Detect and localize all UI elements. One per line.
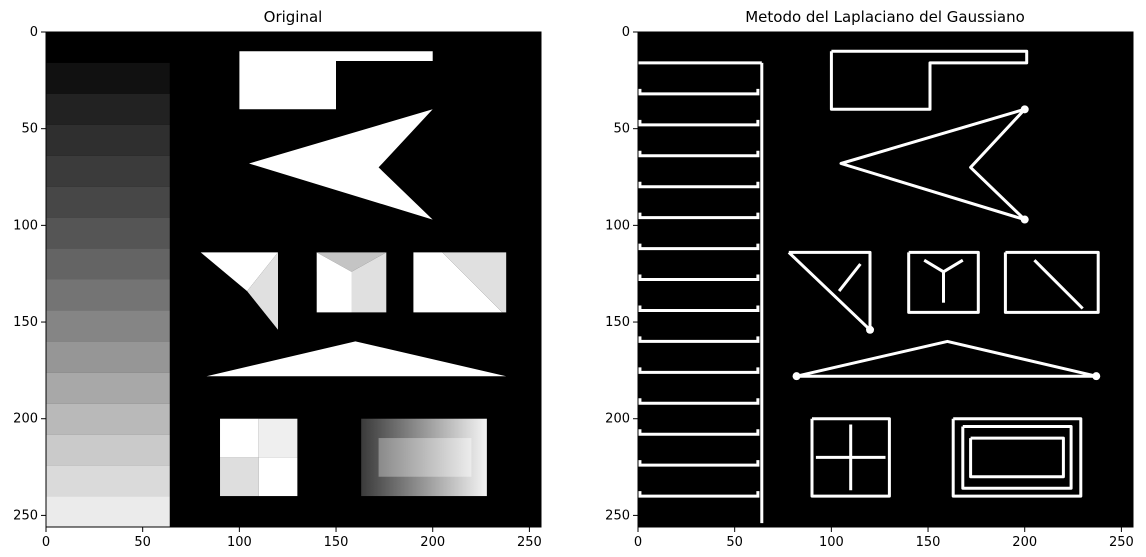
quad-tr [258,418,298,458]
edge-endpoint [1020,105,1029,114]
x-tick-label: 50 [134,535,151,550]
arrow-shape [249,109,433,220]
panel-title-log: Metodo del Laplaciano del Gaussiano [745,8,1025,26]
panel-original: 0 50 100 150 200 250 0 50 100 150 200 250 [13,25,542,550]
right-box-white [413,252,503,313]
gray-step [46,465,170,497]
gradient-box-inner1 [961,425,1073,490]
right-box-edge [1003,250,1100,314]
quad-bl [220,457,259,497]
right-box-diag [1033,259,1084,310]
y-tick-label: 100 [13,218,38,233]
gray-step [46,403,170,435]
ladder-rung [638,212,760,220]
gradient-box-edge [951,417,1083,498]
y-tick-label: 250 [13,508,38,523]
edge-endpoint [1020,215,1029,224]
edge-endpoint [1092,372,1101,381]
y-tick-label: 150 [13,315,38,330]
y-tick-label: 0 [30,25,38,40]
gray-step [46,155,170,187]
ladder-rung [638,274,760,281]
right-box-gray [442,252,507,313]
flag-edge [829,49,1029,111]
gray-step [46,341,170,373]
gray-step [46,496,170,527]
ladder-rung [638,181,760,189]
center-box-right [351,252,387,313]
y-tick-label: 200 [13,412,38,427]
x-tick-label: 50 [726,535,743,550]
gray-step [46,434,170,466]
x-tick-label: 100 [819,535,844,550]
quad-tl [220,418,259,458]
center-box-top [316,252,387,272]
gray-step [46,93,170,125]
ladder-rung [638,88,760,96]
y-tick-label: 150 [605,315,630,330]
axes-frame [45,31,542,528]
quad-br [258,457,298,497]
gray-step [46,186,170,218]
x-tick-label: 0 [42,535,50,550]
ladder-rung [638,429,760,436]
left-triangle-inner [837,263,862,293]
gray-step [46,248,170,280]
panel-log-edges: 0 50 100 150 200 250 0 50 100 150 200 250 [605,25,1134,550]
ladder-rung [638,305,760,312]
ladder-rung [638,243,760,251]
edge-endpoint [866,325,875,334]
x-tick-label: 100 [227,535,252,550]
gray-step [46,279,170,311]
x-tick-label: 250 [1109,535,1134,550]
ladder-rung [638,119,760,127]
gray-step [46,372,170,404]
gray-step [46,124,170,156]
gray-step [46,217,170,249]
x-tick-label: 200 [1012,535,1037,550]
ladder-rung [638,460,760,467]
wide-triangle-edge [796,339,1098,378]
gray-step [46,62,170,94]
ladder-rung [638,491,760,498]
left-triangle-edge [787,250,872,332]
x-tick-label: 150 [324,535,349,550]
left-triangle-white [200,252,278,292]
x-tick-label: 150 [916,535,941,550]
y-tick-label: 0 [622,25,630,40]
ladder-rung [638,367,760,374]
edge-endpoint [792,372,801,381]
y-tick-label: 50 [21,122,38,137]
panel-title-original: Original [264,8,323,26]
left-triangle-gray [247,252,278,330]
center-box-left [316,252,352,313]
center-box-edge [907,250,980,314]
y-tick-label: 100 [605,218,630,233]
axes-frame [637,31,1134,528]
quad-box-edge [810,417,891,498]
ladder-rung [638,398,760,405]
wide-triangle [206,341,507,377]
x-tick-label: 0 [634,535,642,550]
ladder-rung [638,150,760,158]
y-tick-label: 250 [605,508,630,523]
y-tick-label: 200 [605,412,630,427]
x-tick-label: 200 [420,535,445,550]
flag-shape [239,51,433,110]
gray-step [46,310,170,342]
ladder-rung [638,336,760,343]
y-tick-label: 50 [613,122,630,137]
x-tick-label: 250 [517,535,542,550]
gradient-inner [378,438,472,477]
gradient-box-inner2 [969,436,1065,479]
